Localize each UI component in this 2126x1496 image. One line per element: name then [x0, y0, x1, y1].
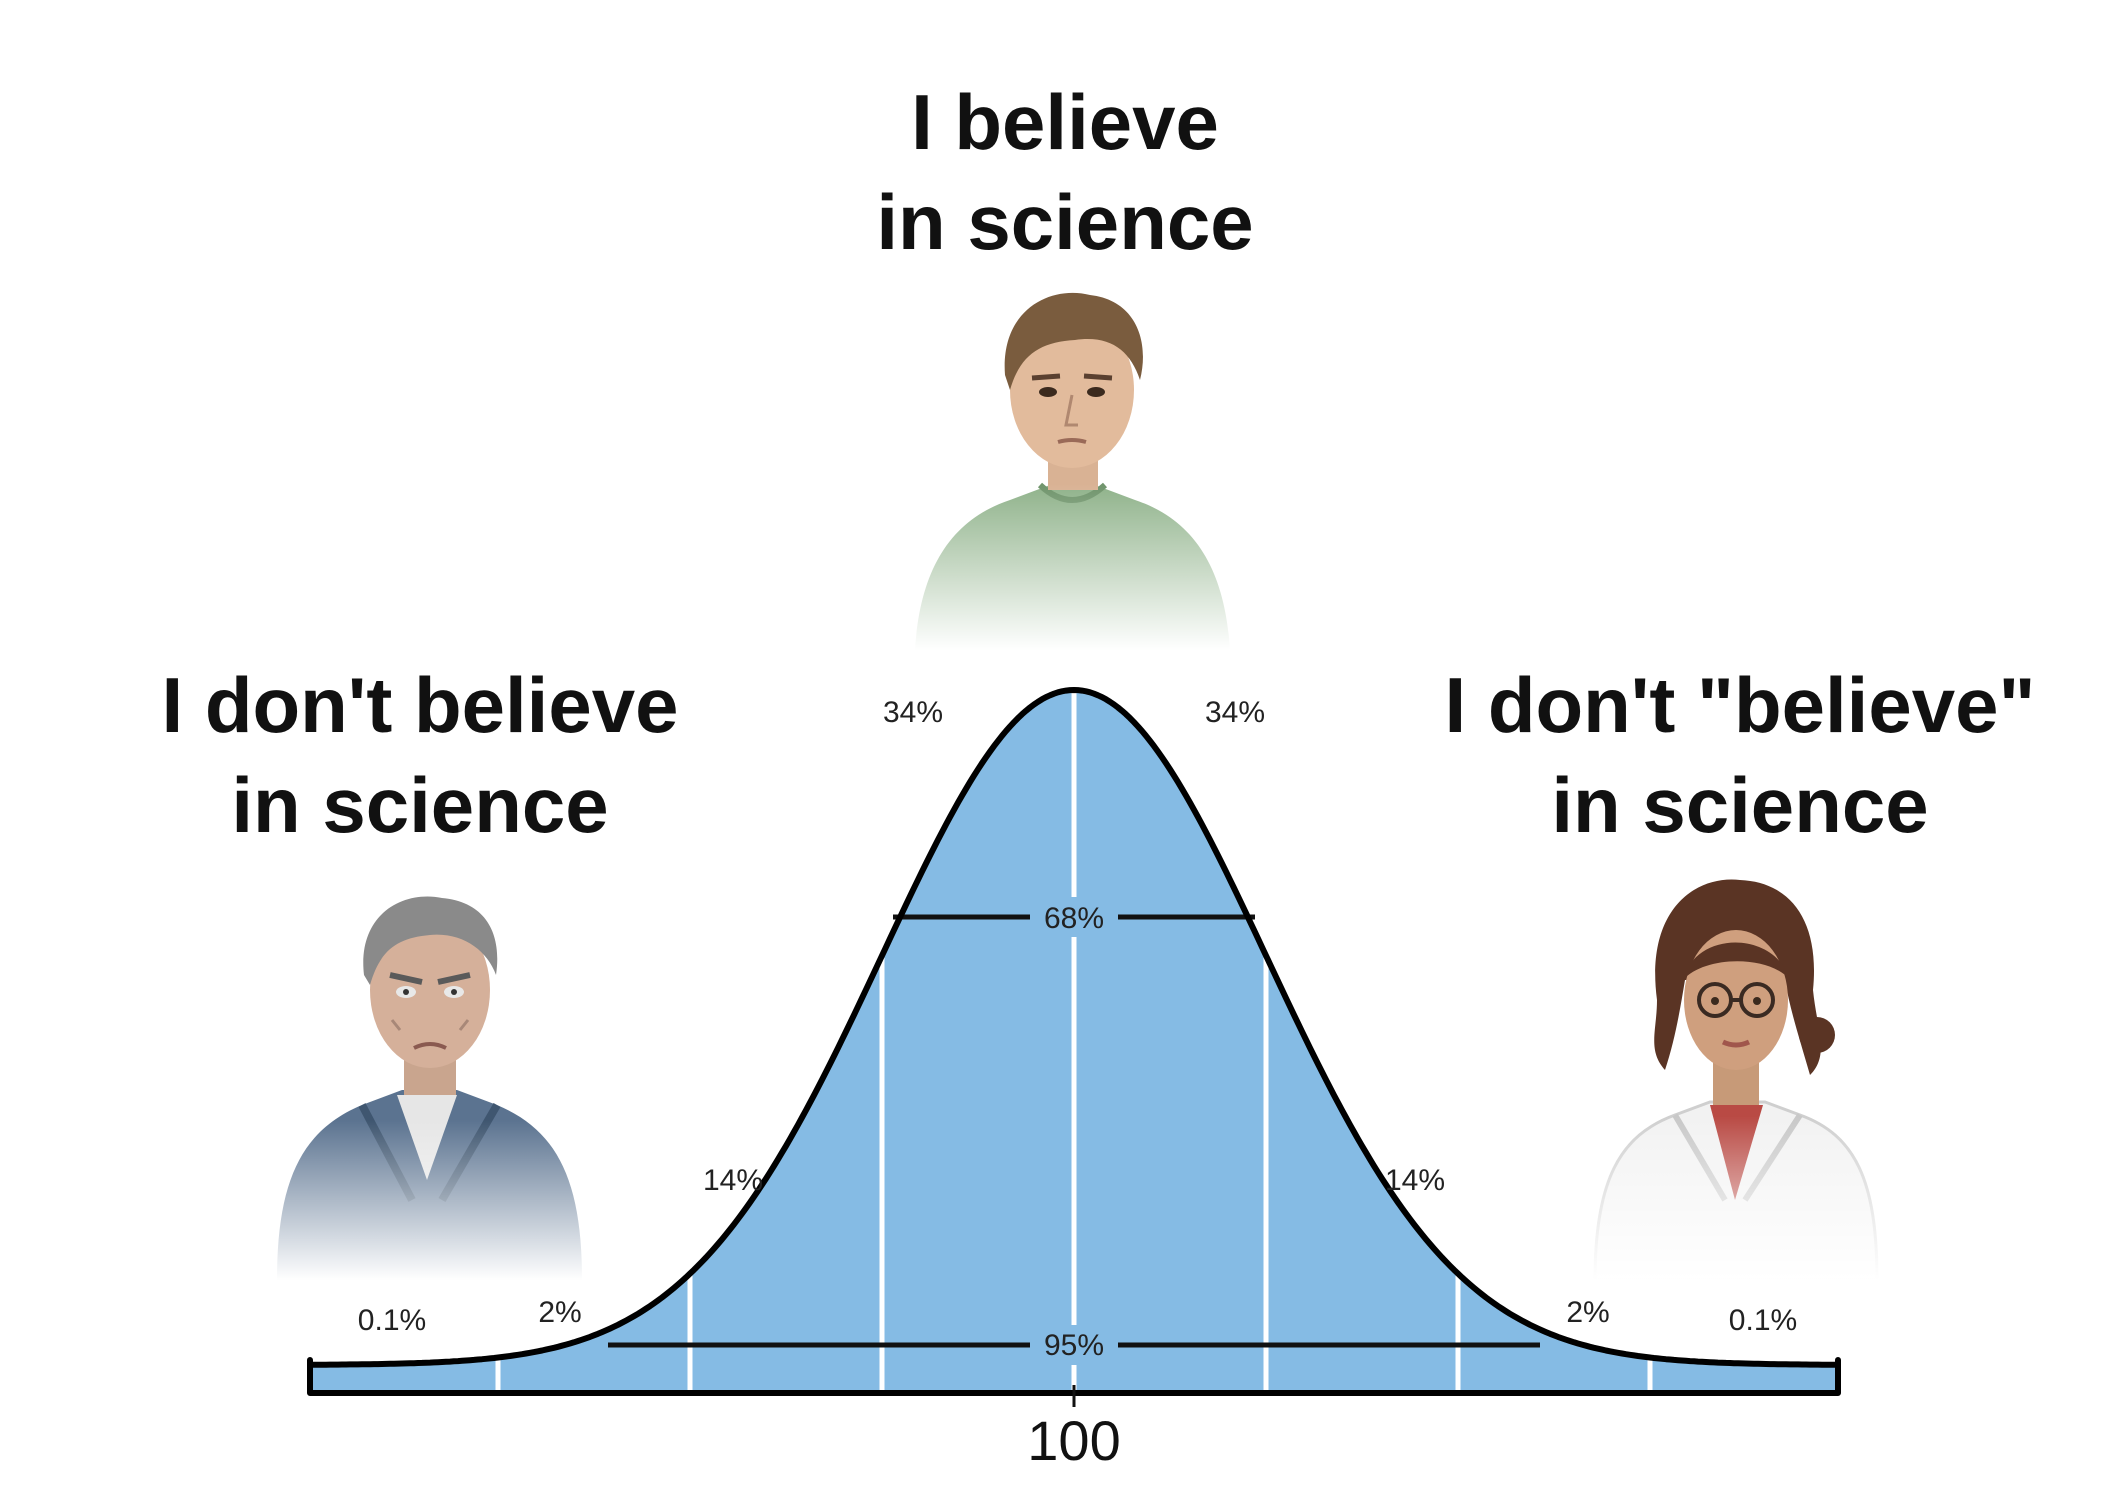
caption-right: I don't "believe" in science: [1400, 655, 2080, 855]
label-tail-left: 0.1%: [358, 1304, 426, 1337]
label-one-sd: 68%: [1044, 902, 1104, 935]
caption-right-line1: I don't "believe": [1444, 661, 2036, 749]
label-two-sd: 95%: [1044, 1329, 1104, 1362]
x-tick-label-mean: 100: [1027, 1409, 1120, 1472]
curve-outline: [307, 687, 1841, 1396]
woman-scientist-illustration: [1585, 870, 1885, 1280]
label-far-right: 2%: [1566, 1296, 1609, 1329]
caption-left-line2: in science: [231, 761, 609, 849]
label-far-left: 2%: [538, 1296, 581, 1329]
label-inner-left: 34%: [883, 696, 943, 729]
label-tail-right: 0.1%: [1729, 1304, 1797, 1337]
label-inner-right: 34%: [1205, 696, 1265, 729]
one-sd-label-bg: [1030, 897, 1118, 937]
label-mid-right: 14%: [1385, 1164, 1445, 1197]
caption-center-line2: in science: [876, 178, 1254, 266]
caption-left-line1: I don't believe: [161, 661, 679, 749]
caption-center-line1: I believe: [911, 78, 1219, 166]
older-man-illustration: [262, 880, 597, 1280]
young-man-illustration: [900, 280, 1245, 650]
label-mid-left: 14%: [703, 1164, 763, 1197]
two-sd-label-bg: [1030, 1325, 1118, 1365]
caption-left: I don't believe in science: [100, 655, 740, 855]
caption-center: I believe in science: [765, 72, 1365, 272]
sd-dividers: [495, 692, 1653, 1390]
caption-right-line2: in science: [1551, 761, 1929, 849]
